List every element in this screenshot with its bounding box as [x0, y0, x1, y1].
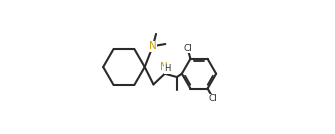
Text: Cl: Cl	[183, 44, 192, 53]
Text: N: N	[149, 41, 157, 51]
Text: H: H	[164, 64, 171, 73]
Text: N: N	[160, 62, 168, 72]
Text: Cl: Cl	[209, 94, 218, 103]
